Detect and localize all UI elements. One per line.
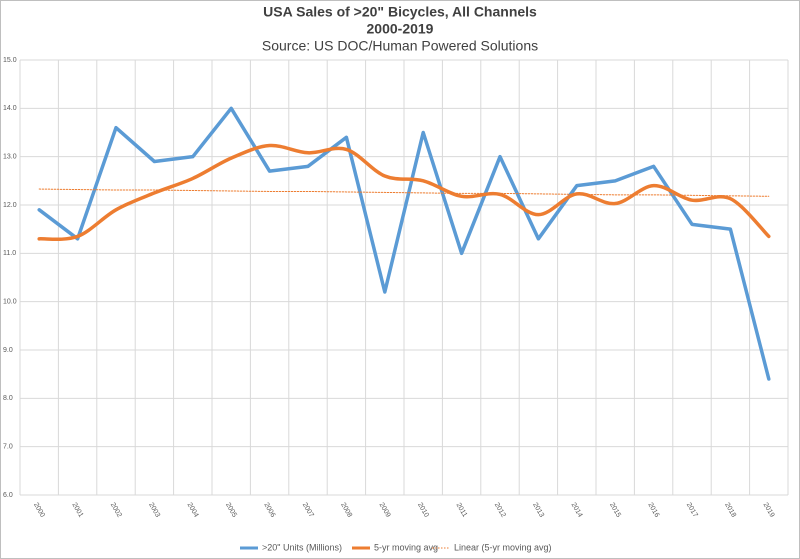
chart-title: USA Sales of >20" Bicycles, All Channels [263, 4, 537, 20]
y-tick-label: 14.0 [3, 105, 17, 112]
y-tick-label: 11.0 [3, 250, 16, 257]
y-tick-label: 12.0 [3, 202, 17, 209]
y-tick-label: 10.0 [3, 299, 17, 306]
chart-subtitle: Source: US DOC/Human Powered Solutions [262, 38, 538, 54]
y-tick-label: 6.0 [3, 492, 13, 499]
series-line [37, 106, 771, 381]
legend-label: Linear (5-yr moving avg) [454, 542, 552, 552]
chart-title-line2: 2000-2019 [367, 21, 434, 37]
legend-label: >20" Units (Millions) [262, 542, 342, 552]
legend-label: 5-yr moving avg [374, 542, 438, 552]
y-tick-label: 8.0 [3, 395, 13, 402]
series-line [38, 188, 770, 197]
y-tick-label: 13.0 [3, 154, 17, 161]
series-line [37, 143, 771, 242]
y-tick-label: 9.0 [3, 347, 13, 354]
y-tick-label: 7.0 [3, 444, 13, 451]
y-tick-label: 15.0 [3, 57, 17, 64]
